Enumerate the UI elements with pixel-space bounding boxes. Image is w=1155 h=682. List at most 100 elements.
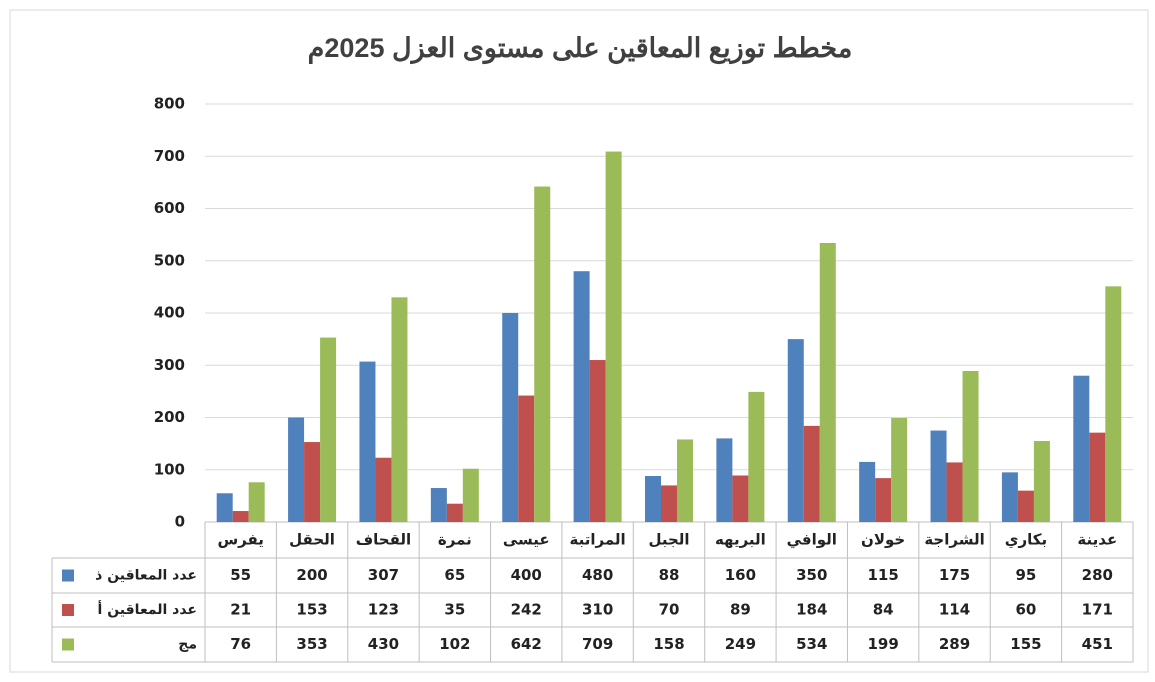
table-value: 89 <box>730 601 751 619</box>
table-value: 155 <box>1010 635 1041 653</box>
y-tick-label: 300 <box>154 356 185 374</box>
bar <box>534 186 551 522</box>
table-value: 199 <box>867 635 898 653</box>
chart-title: مخطط توزيع المعاقين على مستوى العزل 2025… <box>308 33 853 65</box>
legend-swatch <box>62 569 74 582</box>
table-value: 242 <box>511 601 542 619</box>
y-tick-label: 0 <box>175 513 185 531</box>
table-value: 175 <box>939 566 970 584</box>
table-value: 642 <box>511 635 542 653</box>
bar <box>573 271 590 522</box>
table-value: 430 <box>368 635 399 653</box>
table-value: 123 <box>368 601 399 619</box>
table-value: 76 <box>230 635 251 653</box>
y-tick-label: 600 <box>154 199 185 217</box>
table-value: 307 <box>368 566 399 584</box>
bar <box>462 468 479 522</box>
bar <box>502 313 519 522</box>
table-value: 158 <box>653 635 684 653</box>
bar <box>962 370 979 522</box>
x-tick-label: عيسى <box>503 531 550 549</box>
table-value: 84 <box>873 601 894 619</box>
x-tick-label: يفرس <box>217 531 263 549</box>
bar <box>1105 286 1122 522</box>
table-value: 60 <box>1015 601 1036 619</box>
table-value: 480 <box>582 566 613 584</box>
bar <box>359 361 376 522</box>
bar <box>1017 490 1034 522</box>
bar <box>288 417 305 522</box>
table-value: 160 <box>725 566 756 584</box>
bar <box>430 488 447 522</box>
x-tick-label: بكاري <box>1005 531 1047 550</box>
table-value: 289 <box>939 635 970 653</box>
table-value: 310 <box>582 601 613 619</box>
y-tick-label: 800 <box>154 95 185 113</box>
bar <box>320 337 337 522</box>
table-value: 114 <box>939 601 970 619</box>
y-tick-label: 700 <box>154 147 185 165</box>
bar <box>859 461 876 522</box>
bar <box>716 438 733 522</box>
bar <box>819 242 836 523</box>
x-tick-label: عدينة <box>1077 531 1117 549</box>
x-tick-label: الجبل <box>648 531 689 549</box>
table-value: 88 <box>659 566 680 584</box>
bar <box>446 503 463 522</box>
bar <box>518 395 535 522</box>
bar <box>1001 472 1018 522</box>
legend-label: عدد المعاقين ذ <box>95 568 197 584</box>
bar <box>589 360 606 522</box>
bar <box>304 442 321 522</box>
bar <box>930 430 947 522</box>
table-value: 249 <box>725 635 756 653</box>
bar <box>248 482 265 522</box>
bar <box>875 478 892 522</box>
table-value: 350 <box>796 566 827 584</box>
legend-label: مج <box>178 637 197 653</box>
x-tick-label: نمرة <box>438 531 472 549</box>
y-tick-label: 100 <box>154 460 185 478</box>
table-value: 400 <box>511 566 542 584</box>
table-value: 95 <box>1015 566 1036 584</box>
bar <box>946 462 963 522</box>
bar <box>661 485 677 522</box>
bar <box>677 439 693 522</box>
x-tick-label: المراتبة <box>570 531 626 549</box>
x-tick-label: الشراجة <box>924 531 984 549</box>
table-value: 115 <box>867 566 898 584</box>
legend-label: عدد المعاقين أ <box>98 600 197 618</box>
table-value: 451 <box>1082 635 1113 653</box>
legend-swatch <box>62 604 74 616</box>
table-value: 171 <box>1082 601 1113 619</box>
x-tick-label: القحاف <box>356 531 411 549</box>
table-value: 55 <box>230 566 251 584</box>
table-value: 709 <box>582 635 613 653</box>
x-tick-label: البريهه <box>715 531 766 549</box>
bar <box>1073 375 1090 522</box>
bar <box>1033 441 1050 522</box>
table-value: 102 <box>439 635 470 653</box>
bar <box>645 476 661 522</box>
y-tick-label: 400 <box>154 304 185 322</box>
bar <box>216 493 233 522</box>
table-value: 153 <box>296 601 327 619</box>
bar <box>787 339 804 522</box>
x-tick-label: الوافي <box>787 531 837 549</box>
bar <box>748 391 765 522</box>
table-value: 534 <box>796 635 827 653</box>
table-value: 65 <box>444 566 465 584</box>
x-tick-label: خولان <box>861 531 905 549</box>
bar <box>375 457 392 522</box>
table-value: 353 <box>296 635 327 653</box>
legend-swatch <box>62 638 74 651</box>
y-tick-label: 200 <box>154 408 185 426</box>
y-tick-label: 500 <box>154 251 185 269</box>
bar <box>1089 432 1106 522</box>
x-tick-label: الحقل <box>289 531 335 549</box>
bar <box>391 297 408 522</box>
table-value: 184 <box>796 601 827 619</box>
table-value: 280 <box>1082 566 1113 584</box>
bar <box>232 511 249 522</box>
